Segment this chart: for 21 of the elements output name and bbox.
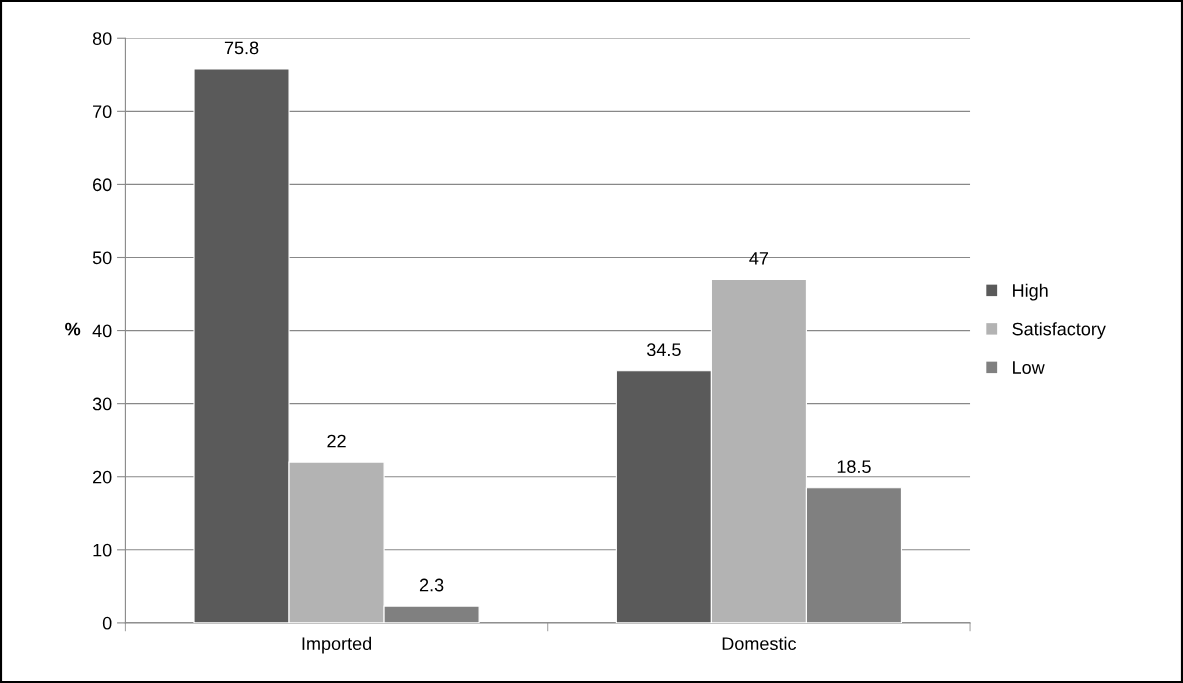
y-tick-label: 10 [93, 543, 112, 557]
data-label: 2.3 [419, 578, 444, 592]
x-tick-label: Imported [302, 636, 372, 654]
data-label: 34.5 [646, 343, 681, 357]
legend-label: Low [1013, 361, 1045, 374]
y-axis-title: % [65, 322, 81, 336]
y-tick-label: 40 [92, 324, 112, 338]
legend-label: Satisfactory [1012, 322, 1106, 339]
data-label: 22 [327, 434, 346, 448]
y-tick-label: 0 [102, 616, 112, 630]
y-tick-label: 70 [93, 105, 112, 119]
y-tick-label: 60 [93, 178, 112, 192]
y-tick-label: 20 [93, 470, 112, 484]
y-tick-label: 50 [92, 251, 112, 265]
y-tick-label: 30 [92, 397, 112, 411]
data-label: 18.5 [837, 460, 871, 474]
data-label: 47 [749, 252, 769, 265]
x-tick-label: Domestic [722, 636, 797, 651]
y-tick-label: 80 [92, 32, 112, 45]
data-label: 75.8 [224, 41, 259, 55]
legend-label: High [1013, 283, 1048, 301]
